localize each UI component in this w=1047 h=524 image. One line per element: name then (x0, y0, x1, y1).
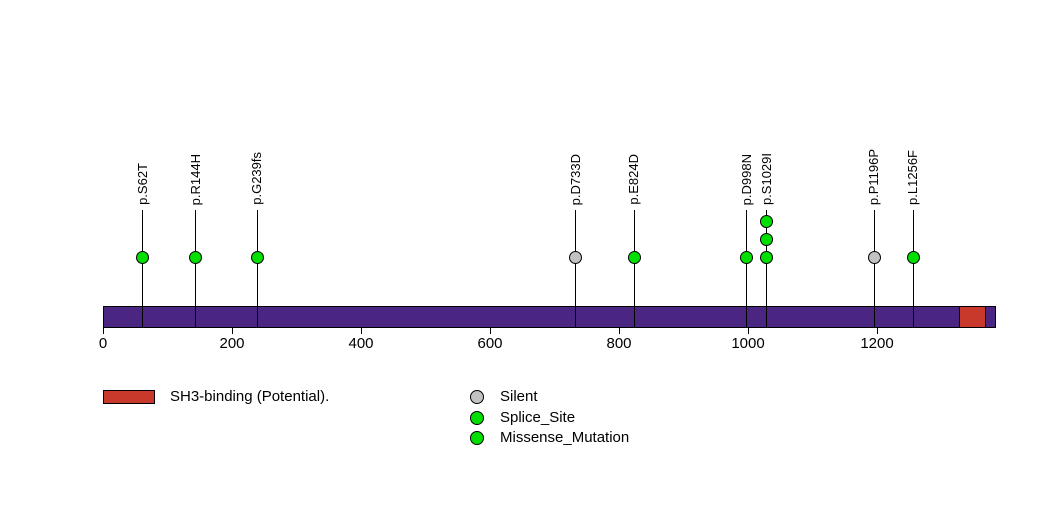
mutation-dot (569, 250, 583, 264)
lollipop-stem (873, 210, 875, 328)
lollipop-stem (746, 210, 748, 328)
legend-dot-missense_mutation (470, 431, 484, 445)
protein-track (103, 306, 997, 328)
lollipop-stem (195, 210, 197, 328)
lollipop-stem (912, 210, 914, 328)
lollipop-stem (766, 210, 768, 328)
axis-tick-label: 1200 (860, 335, 894, 352)
legend-swatch-domain (103, 390, 155, 404)
axis-tick-label: 1000 (731, 335, 765, 352)
mutation-dot (906, 250, 920, 264)
mutation-dot (760, 214, 774, 228)
mutation-dot (250, 250, 264, 264)
mutation-dot (136, 250, 150, 264)
legend-label-silent: Silent (500, 388, 538, 405)
mutation-dot (867, 250, 881, 264)
axis-tick-label: 400 (348, 335, 374, 352)
mutation-dot (627, 250, 641, 264)
legend-dot-splice_site (470, 410, 484, 425)
axis-tick-label: 0 (98, 335, 108, 352)
axis-tick-label: 800 (606, 335, 632, 352)
lollipop-stem (633, 210, 635, 328)
axis-tick (360, 328, 362, 334)
axis-tick (102, 328, 104, 334)
axis-tick (747, 328, 749, 334)
legend-label-domain: SH3-binding (Potential). (170, 388, 330, 405)
mutation-dot (760, 232, 774, 246)
domain-sh3-binding-potential- (958, 306, 986, 328)
axis-tick-label: 200 (219, 335, 245, 352)
mutation-dot (760, 250, 774, 264)
axis-tick (231, 328, 233, 334)
lollipop-stem (256, 210, 258, 328)
mutation-dot (740, 250, 754, 264)
axis-tick (876, 328, 878, 334)
lollipop-stem (142, 210, 144, 328)
mutation-dot (189, 250, 203, 264)
axis-tick-label: 600 (477, 335, 503, 352)
axis-tick (618, 328, 620, 334)
legend-label-splice_site: Splice_Site (500, 408, 576, 426)
legend-dot-silent (470, 390, 484, 404)
legend-label-missense_mutation: Missense_Mutation (500, 429, 630, 446)
lollipop-stem (575, 210, 577, 328)
axis-tick (489, 328, 491, 334)
